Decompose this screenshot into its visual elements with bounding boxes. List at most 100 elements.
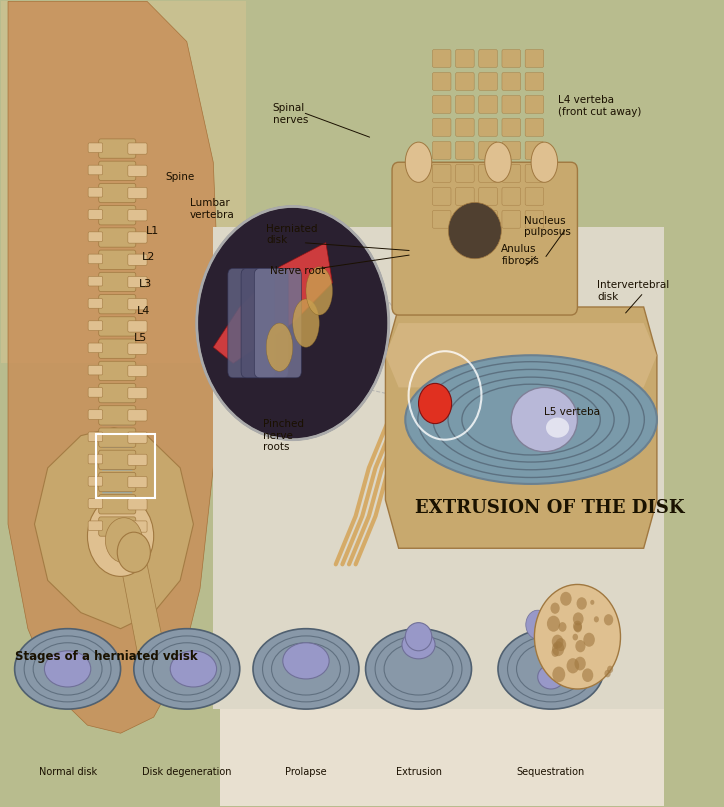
FancyBboxPatch shape	[128, 387, 147, 399]
Polygon shape	[102, 420, 132, 425]
Ellipse shape	[266, 323, 292, 371]
FancyBboxPatch shape	[432, 73, 451, 90]
FancyBboxPatch shape	[88, 410, 103, 420]
FancyBboxPatch shape	[479, 73, 497, 90]
Polygon shape	[102, 443, 132, 448]
FancyBboxPatch shape	[479, 141, 497, 159]
FancyBboxPatch shape	[479, 95, 497, 113]
Ellipse shape	[511, 387, 578, 452]
FancyBboxPatch shape	[432, 141, 451, 159]
Text: Spinal
nerves: Spinal nerves	[273, 103, 308, 125]
FancyBboxPatch shape	[525, 95, 544, 113]
FancyBboxPatch shape	[88, 432, 103, 441]
FancyBboxPatch shape	[502, 187, 521, 205]
FancyBboxPatch shape	[128, 143, 147, 154]
FancyBboxPatch shape	[432, 95, 451, 113]
Circle shape	[589, 617, 601, 631]
Polygon shape	[35, 428, 193, 629]
Polygon shape	[220, 363, 663, 805]
Text: Anulus
fibrosis: Anulus fibrosis	[501, 244, 539, 266]
Circle shape	[575, 596, 580, 601]
FancyBboxPatch shape	[98, 383, 136, 403]
FancyBboxPatch shape	[432, 119, 451, 136]
Text: Stages of a herniated vdisk: Stages of a herniated vdisk	[14, 650, 197, 663]
FancyBboxPatch shape	[98, 362, 136, 381]
Text: EXTRUSION OF THE DISK: EXTRUSION OF THE DISK	[416, 499, 685, 517]
FancyBboxPatch shape	[128, 454, 147, 466]
FancyBboxPatch shape	[98, 317, 136, 336]
Text: Pinched
nerve
roots: Pinched nerve roots	[263, 419, 304, 452]
Polygon shape	[102, 466, 132, 470]
FancyBboxPatch shape	[455, 73, 474, 90]
FancyBboxPatch shape	[525, 119, 544, 136]
Polygon shape	[102, 284, 132, 289]
FancyBboxPatch shape	[98, 250, 136, 270]
Circle shape	[534, 584, 620, 689]
FancyBboxPatch shape	[128, 432, 147, 443]
Ellipse shape	[306, 267, 332, 315]
Ellipse shape	[253, 629, 359, 709]
FancyBboxPatch shape	[479, 50, 497, 67]
Circle shape	[544, 609, 551, 618]
Ellipse shape	[546, 417, 569, 437]
FancyBboxPatch shape	[88, 165, 103, 175]
FancyBboxPatch shape	[128, 499, 147, 510]
FancyBboxPatch shape	[98, 161, 136, 181]
Circle shape	[418, 383, 452, 424]
Ellipse shape	[405, 142, 432, 182]
FancyBboxPatch shape	[525, 73, 544, 90]
FancyBboxPatch shape	[128, 254, 147, 266]
Circle shape	[591, 663, 601, 675]
FancyBboxPatch shape	[98, 406, 136, 425]
Circle shape	[578, 597, 585, 605]
FancyBboxPatch shape	[502, 141, 521, 159]
FancyBboxPatch shape	[88, 454, 103, 464]
FancyBboxPatch shape	[525, 50, 544, 67]
Polygon shape	[385, 307, 657, 548]
Ellipse shape	[498, 629, 604, 709]
FancyBboxPatch shape	[228, 269, 275, 378]
Ellipse shape	[292, 299, 319, 347]
Circle shape	[589, 596, 602, 613]
Circle shape	[566, 613, 578, 629]
FancyBboxPatch shape	[128, 366, 147, 377]
Circle shape	[563, 619, 578, 638]
FancyBboxPatch shape	[88, 521, 103, 530]
Circle shape	[542, 654, 552, 667]
Ellipse shape	[283, 642, 329, 679]
FancyBboxPatch shape	[98, 339, 136, 358]
FancyBboxPatch shape	[254, 269, 301, 378]
Polygon shape	[102, 398, 132, 403]
FancyBboxPatch shape	[455, 165, 474, 182]
Circle shape	[562, 671, 567, 677]
FancyBboxPatch shape	[98, 495, 136, 514]
Circle shape	[117, 532, 151, 572]
Text: Intervertebral
disk: Intervertebral disk	[597, 280, 670, 302]
Polygon shape	[214, 243, 332, 363]
FancyBboxPatch shape	[502, 119, 521, 136]
FancyBboxPatch shape	[128, 343, 147, 354]
FancyBboxPatch shape	[88, 187, 103, 197]
Circle shape	[584, 665, 589, 671]
FancyBboxPatch shape	[98, 450, 136, 470]
Polygon shape	[102, 216, 132, 221]
FancyBboxPatch shape	[128, 321, 147, 332]
FancyBboxPatch shape	[502, 211, 521, 228]
Ellipse shape	[402, 631, 435, 659]
Polygon shape	[102, 488, 132, 493]
Circle shape	[88, 496, 153, 576]
Circle shape	[561, 641, 573, 656]
FancyBboxPatch shape	[502, 73, 521, 90]
Ellipse shape	[405, 623, 432, 650]
FancyBboxPatch shape	[479, 187, 497, 205]
FancyBboxPatch shape	[432, 211, 451, 228]
Polygon shape	[1, 2, 246, 363]
Circle shape	[607, 612, 610, 617]
Circle shape	[547, 659, 555, 668]
FancyBboxPatch shape	[432, 50, 451, 67]
Polygon shape	[102, 170, 132, 175]
FancyBboxPatch shape	[88, 366, 103, 375]
FancyBboxPatch shape	[525, 211, 544, 228]
FancyBboxPatch shape	[432, 187, 451, 205]
FancyBboxPatch shape	[98, 517, 136, 536]
